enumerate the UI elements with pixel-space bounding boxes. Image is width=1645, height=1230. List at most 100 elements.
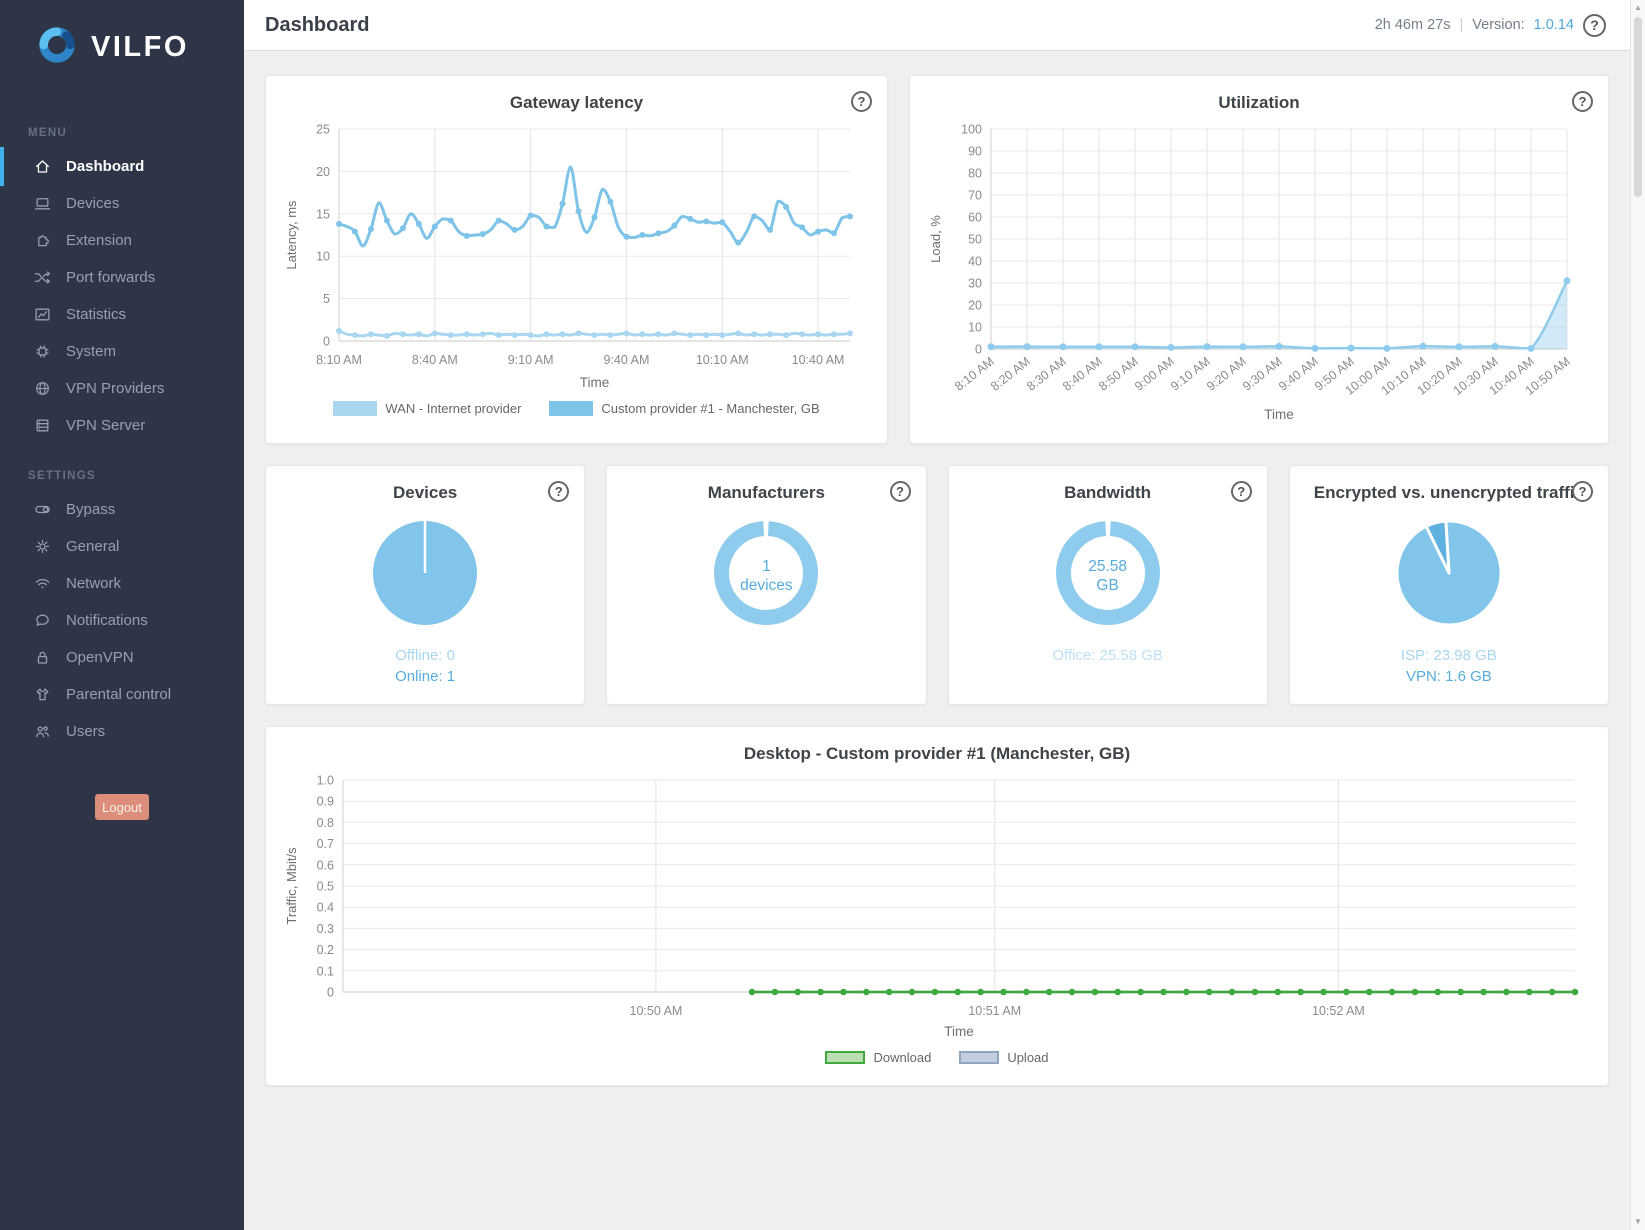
gateway-latency-chart[interactable]: 0 5 10 15 20 25 8:10 AM 8:40 AM 9:10 AM 9:40 AM 10…	[281, 119, 872, 393]
sidebar-item-label: Port forwards	[66, 269, 156, 286]
svg-text:0.4: 0.4	[317, 901, 334, 915]
svg-text:Time: Time	[580, 375, 610, 390]
brand-name: VILFO	[91, 31, 189, 63]
svg-text:10:51 AM: 10:51 AM	[968, 1004, 1021, 1018]
legend-item-wan[interactable]: WAN - Internet provider	[333, 400, 522, 416]
users-icon	[34, 723, 51, 740]
bandwidth-stats: Office: 25.58 GB	[964, 645, 1252, 666]
utilization-chart[interactable]: 0 10 20 30 40 50 60 70 80 90 100 8:10 AM 8:20 AM 8:30…	[925, 119, 1593, 425]
gear-icon	[34, 538, 51, 555]
laptop-icon	[34, 195, 51, 212]
svg-text:0.9: 0.9	[317, 795, 334, 809]
sidebar-item-bypass[interactable]: Bypass	[0, 491, 244, 528]
help-icon[interactable]: ?	[851, 91, 872, 112]
encrypted-traffic-card: Encrypted vs. unencrypted traffic ? ISP:…	[1288, 465, 1609, 705]
card-title: Encrypted vs. unencrypted traffic	[1313, 483, 1584, 502]
legend-label: WAN - Internet provider	[385, 400, 522, 416]
version-link[interactable]: 1.0.14	[1533, 17, 1574, 33]
menu-section-label: MENU	[28, 127, 68, 139]
help-icon[interactable]: ?	[1583, 13, 1606, 37]
sidebar-item-network[interactable]: Network	[0, 565, 244, 602]
svg-text:0.5: 0.5	[317, 880, 334, 894]
card-title: Utilization	[1218, 93, 1300, 112]
svg-text:70: 70	[968, 189, 982, 203]
chat-icon	[34, 612, 51, 629]
legend-item-download[interactable]: Download	[825, 1050, 931, 1065]
devices-pie-chart[interactable]	[369, 517, 481, 634]
svg-text:30: 30	[968, 277, 982, 291]
online-count: Online: 1	[395, 668, 456, 685]
svg-text:10:10 AM: 10:10 AM	[696, 353, 749, 367]
desktop-traffic-chart[interactable]: 0 0.1 0.2 0.3 0.4 0.5 0.6 0.7 0.8 0.9 1.0 10:50 AM 1…	[281, 770, 1593, 1042]
sidebar-item-label: Network	[66, 575, 122, 592]
wifi-icon	[34, 575, 51, 592]
brand-logo[interactable]: VILFO	[0, 0, 244, 71]
encrypted-traffic-pie-chart[interactable]	[1393, 517, 1505, 634]
help-icon[interactable]: ?	[1572, 91, 1593, 112]
sidebar-item-dashboard[interactable]: Dashboard	[0, 147, 244, 186]
sidebar-item-notifications[interactable]: Notifications	[0, 602, 244, 639]
svg-text:9:30 AM: 9:30 AM	[1240, 354, 1285, 393]
svg-text:25: 25	[316, 123, 330, 137]
sidebar-item-statistics[interactable]: Statistics	[0, 296, 244, 333]
settings-section-label: SETTINGS	[28, 470, 96, 482]
sidebar-item-label: Users	[66, 723, 106, 740]
help-icon[interactable]: ?	[1572, 481, 1593, 502]
legend-item-upload[interactable]: Upload	[959, 1050, 1049, 1065]
shuffle-icon	[34, 269, 51, 286]
gateway-latency-card: Gateway latency ? 0 5 10 15 20 25 8:10 AM 8:40 …	[265, 75, 888, 444]
bandwidth-card: Bandwidth ? 25.58 GB Office: 25.58 GB	[947, 465, 1268, 705]
svg-text:10:52 AM: 10:52 AM	[1312, 1004, 1365, 1018]
help-icon[interactable]: ?	[548, 481, 570, 502]
card-title: Bandwidth	[1064, 483, 1152, 502]
svg-text:20: 20	[968, 299, 982, 313]
legend-item-custom-provider[interactable]: Custom provider #1 - Manchester, GB	[549, 400, 820, 416]
scroll-up-arrow[interactable]: ▲	[1634, 3, 1642, 12]
isp-traffic: ISP: 23.98 GB	[1400, 647, 1497, 664]
manufacturers-donut-chart[interactable]	[710, 517, 822, 634]
help-icon[interactable]: ?	[889, 481, 911, 502]
devices-card: Devices ? Offline: 0 Online: 1	[265, 465, 586, 705]
sidebar-item-parental-control[interactable]: Parental control	[0, 676, 244, 713]
gateway-chart-legend: WAN - Internet provider Custom provider …	[281, 393, 872, 423]
sidebar-item-openvpn[interactable]: OpenVPN	[0, 639, 244, 676]
offline-count: Offline: 0	[395, 647, 455, 664]
globe-icon	[34, 380, 51, 397]
svg-text:Time: Time	[1264, 407, 1294, 422]
sidebar-item-vpn-server[interactable]: VPN Server	[0, 407, 244, 444]
legend-label: Download	[873, 1049, 932, 1065]
svg-text:8:40 AM: 8:40 AM	[412, 353, 458, 367]
logout-button[interactable]: Logout	[95, 794, 149, 820]
legend-label: Custom provider #1 - Manchester, GB	[601, 400, 820, 416]
sidebar-item-port-forwards[interactable]: Port forwards	[0, 259, 244, 296]
svg-text:9:40 AM: 9:40 AM	[604, 353, 650, 367]
page-scrollbar[interactable]: ▲ ▼	[1630, 0, 1645, 1230]
svg-text:Latency, ms: Latency, ms	[284, 200, 299, 270]
sidebar-item-system[interactable]: System	[0, 333, 244, 370]
scroll-down-arrow[interactable]: ▼	[1634, 1217, 1642, 1226]
svg-text:5: 5	[323, 292, 330, 306]
uptime-text: 2h 46m 27s	[1374, 17, 1451, 33]
svg-text:9:00 AM: 9:00 AM	[1132, 354, 1177, 393]
sidebar-item-general[interactable]: General	[0, 528, 244, 565]
bandwidth-donut-chart[interactable]	[1052, 517, 1164, 634]
sidebar-item-devices[interactable]: Devices	[0, 185, 244, 222]
header-separator: |	[1459, 17, 1464, 33]
sidebar-item-label: Extension	[66, 232, 132, 249]
svg-text:0.1: 0.1	[317, 964, 334, 978]
sidebar-item-label: Bypass	[66, 501, 116, 518]
sidebar-item-vpn-providers[interactable]: VPN Providers	[0, 370, 244, 407]
vpn-traffic: VPN: 1.6 GB	[1405, 668, 1492, 685]
traffic-chart-legend: Download Upload	[281, 1042, 1593, 1072]
svg-text:0.6: 0.6	[317, 858, 334, 872]
sidebar-item-label: General	[66, 538, 120, 555]
sidebar-item-users[interactable]: Users	[0, 713, 244, 750]
sidebar-item-extension[interactable]: Extension	[0, 222, 244, 259]
scroll-thumb[interactable]	[1634, 17, 1642, 197]
office-bandwidth: Office: 25.58 GB	[1052, 647, 1163, 664]
svg-text:0: 0	[323, 335, 330, 349]
help-icon[interactable]: ?	[1230, 481, 1252, 502]
card-title: Gateway latency	[509, 93, 644, 112]
legend-swatch-custom-provider	[549, 400, 594, 416]
svg-text:8:30 AM: 8:30 AM	[1024, 354, 1069, 393]
